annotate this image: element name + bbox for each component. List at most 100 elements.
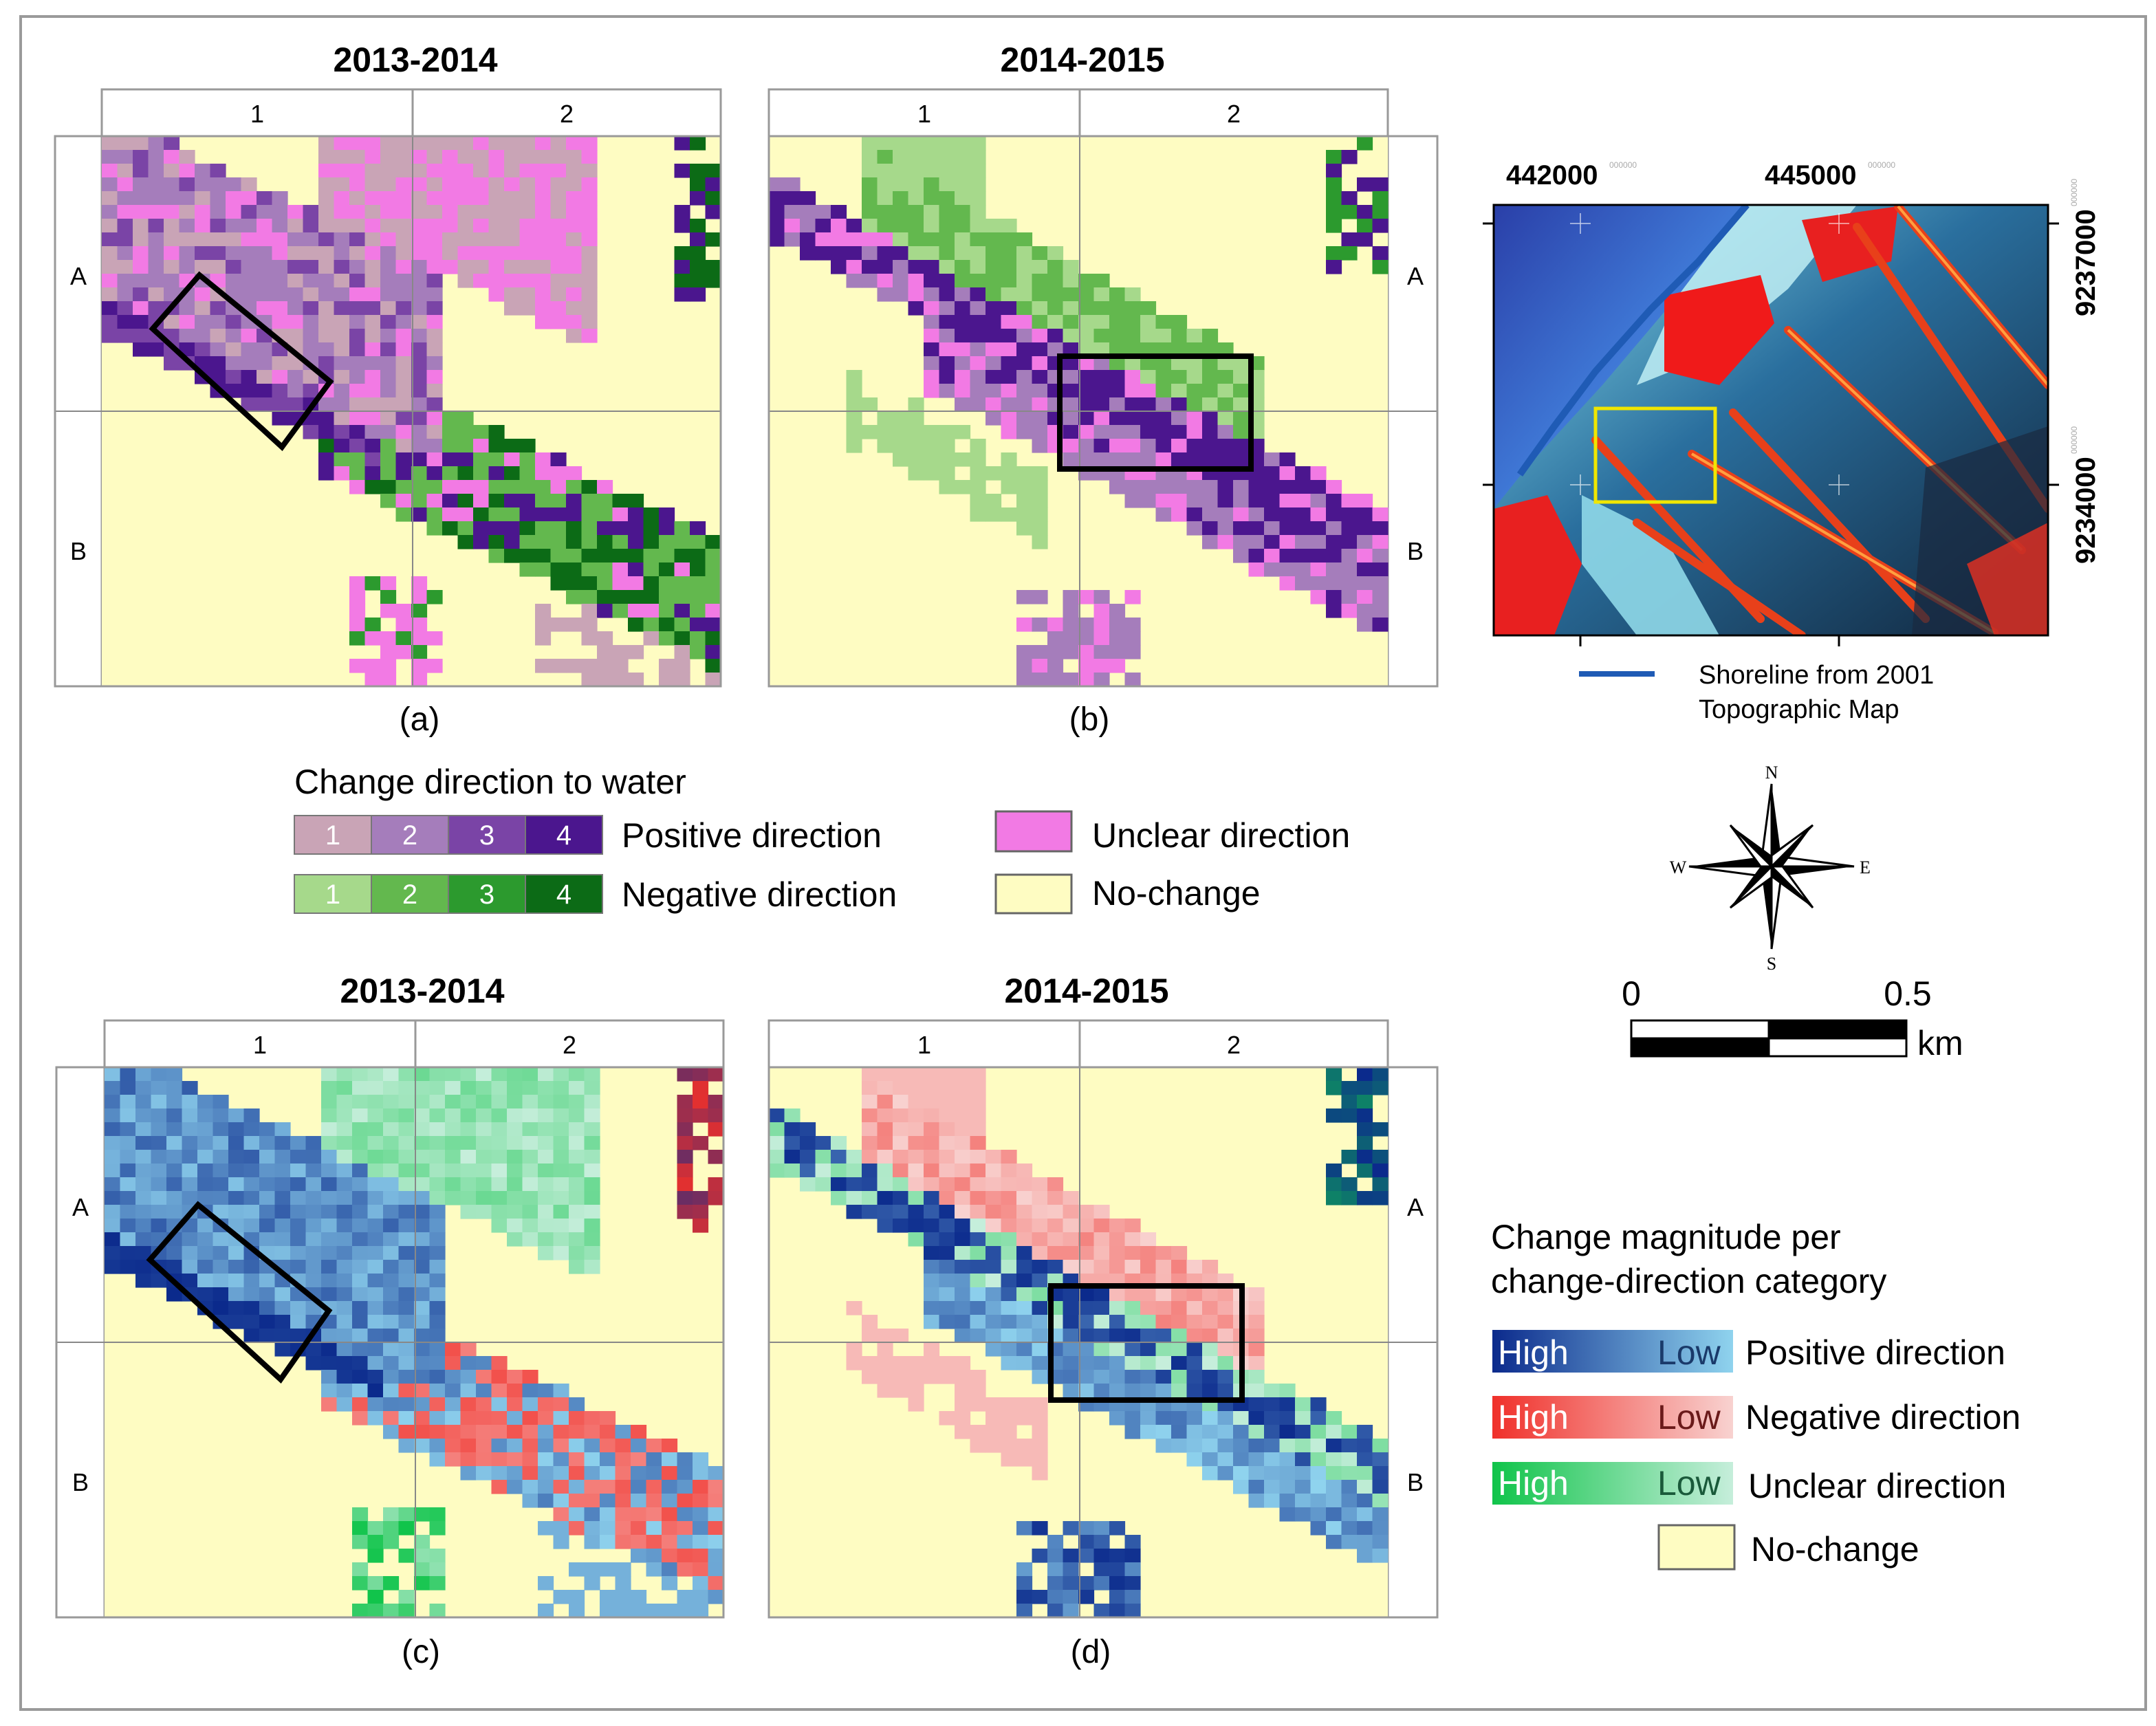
raster-cell xyxy=(970,1384,986,1398)
raster-cell xyxy=(228,1191,245,1205)
raster-cell xyxy=(1001,452,1017,467)
raster-cell xyxy=(1264,1466,1281,1481)
raster-cell xyxy=(550,618,567,632)
raster-cell xyxy=(1248,1287,1265,1302)
raster-cell xyxy=(241,274,257,288)
raster-cell xyxy=(831,260,847,274)
raster-cell xyxy=(1326,1164,1342,1178)
raster-cell xyxy=(1124,1287,1141,1302)
raster-cell xyxy=(414,1246,431,1260)
raster-cell xyxy=(334,384,350,398)
raster-cell xyxy=(908,274,924,288)
raster-cell xyxy=(1264,1384,1281,1398)
raster-cell xyxy=(1326,480,1342,494)
raster-cell xyxy=(349,301,366,316)
raster-cell xyxy=(321,1370,338,1384)
raster-cell xyxy=(257,384,273,398)
raster-cell xyxy=(367,1122,384,1137)
raster-cell xyxy=(303,384,319,398)
raster-cell xyxy=(705,191,721,206)
raster-cell xyxy=(1171,411,1188,426)
raster-cell xyxy=(380,370,397,384)
raster-cell xyxy=(581,150,598,164)
raster-cell xyxy=(460,1081,477,1095)
raster-cell xyxy=(1202,1329,1219,1343)
raster-cell xyxy=(519,177,536,192)
raster-cell xyxy=(693,1136,709,1150)
raster-cell xyxy=(1124,1562,1141,1577)
raster-cell xyxy=(628,618,644,632)
raster-cell xyxy=(243,1150,260,1164)
raster-cell xyxy=(321,1136,338,1150)
raster-cell xyxy=(1032,329,1048,343)
raster-cell xyxy=(1357,535,1373,549)
raster-cell xyxy=(504,494,521,508)
raster-cell xyxy=(1109,1342,1126,1357)
raster-cell xyxy=(615,1439,631,1453)
raster-cell xyxy=(383,1150,400,1164)
study-area-box xyxy=(1593,406,1717,504)
raster-cell xyxy=(1078,1329,1095,1343)
raster-cell xyxy=(367,1604,384,1618)
raster-cell xyxy=(970,466,986,481)
raster-cell xyxy=(1171,329,1188,343)
panel-b-highlight-box xyxy=(1057,353,1254,472)
raster-cell xyxy=(117,246,133,261)
raster-cell xyxy=(1016,384,1033,398)
raster-cell xyxy=(303,342,319,357)
raster-cell xyxy=(504,439,521,453)
raster-cell xyxy=(321,1191,338,1205)
raster-cell xyxy=(228,1315,245,1329)
raster-cell xyxy=(1093,618,1110,632)
raster-cell xyxy=(318,439,335,453)
raster-cell xyxy=(1032,301,1048,316)
raster-cell xyxy=(550,260,567,274)
raster-cell xyxy=(1001,1164,1017,1178)
raster-cell xyxy=(1001,1274,1017,1288)
raster-cell xyxy=(228,1136,245,1150)
raster-cell xyxy=(1109,315,1126,329)
raster-cell xyxy=(1326,1439,1342,1453)
raster-cell xyxy=(442,232,459,247)
raster-cell xyxy=(1047,1219,1064,1233)
raster-cell xyxy=(1093,342,1110,357)
raster-cell xyxy=(1032,1549,1048,1563)
raster-cell xyxy=(893,232,909,247)
raster-cell xyxy=(429,1274,446,1288)
raster-cell xyxy=(1032,1205,1048,1219)
raster-cell xyxy=(1295,1507,1311,1522)
raster-cell xyxy=(426,136,443,151)
raster-cell xyxy=(1093,1232,1110,1247)
raster-cell xyxy=(197,1232,214,1247)
raster-cell xyxy=(1202,1370,1219,1384)
raster-cell xyxy=(1078,411,1095,426)
raster-cell xyxy=(955,425,971,439)
raster-cell xyxy=(457,150,474,164)
raster-cell xyxy=(584,1219,600,1233)
raster-cell xyxy=(364,397,381,412)
raster-cell xyxy=(352,1384,369,1398)
raster-cell xyxy=(398,1301,415,1315)
raster-cell xyxy=(662,1439,678,1453)
raster-cell xyxy=(986,287,1002,302)
raster-cell xyxy=(367,1260,384,1274)
raster-cell xyxy=(364,150,381,164)
raster-cell xyxy=(442,480,459,494)
raster-cell xyxy=(581,562,598,577)
raster-cell xyxy=(846,384,862,398)
raster-cell xyxy=(1357,1425,1373,1439)
raster-cell xyxy=(693,1521,709,1536)
raster-cell xyxy=(318,452,335,467)
raster-cell xyxy=(457,274,474,288)
raster-cell xyxy=(398,1507,415,1522)
nochange-label: No-change xyxy=(1092,874,1261,913)
raster-cell xyxy=(1078,384,1095,398)
raster-cell xyxy=(1264,1425,1281,1439)
raster-cell xyxy=(429,1356,446,1370)
raster-cell xyxy=(674,562,690,577)
raster-cell xyxy=(1140,342,1157,357)
raster-cell xyxy=(800,1177,816,1192)
raster-cell xyxy=(166,1150,183,1164)
raster-cell xyxy=(955,1397,971,1412)
raster-cell xyxy=(1078,329,1095,343)
